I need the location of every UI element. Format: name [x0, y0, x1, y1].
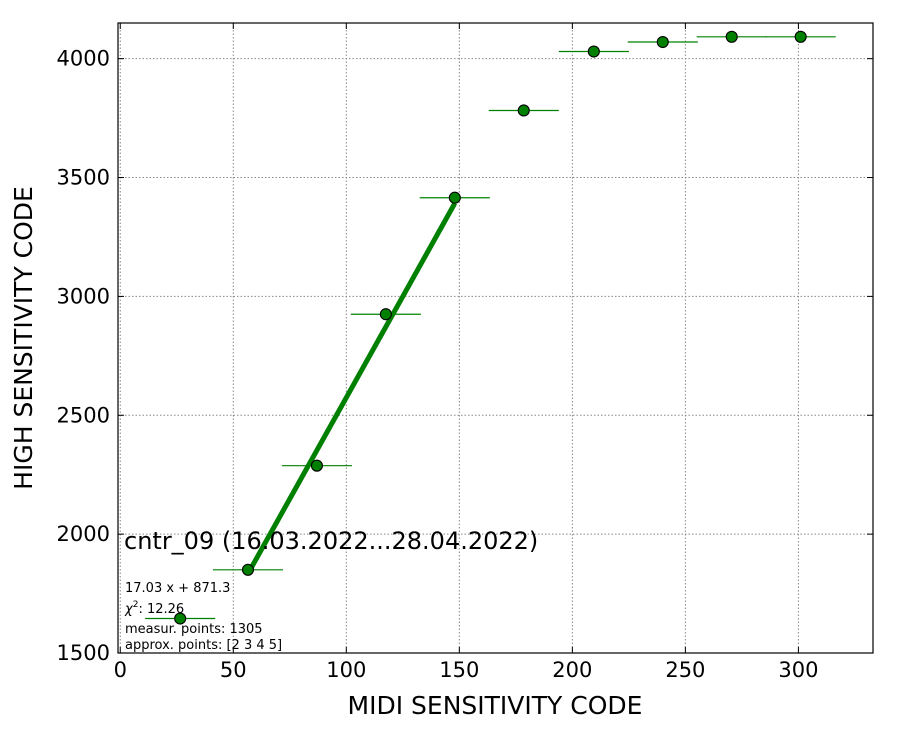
data-point [656, 35, 669, 49]
y-tick-label: 2000 [57, 522, 110, 546]
y-tick-label: 3000 [57, 284, 110, 308]
data-point [174, 612, 187, 625]
y-tick-labels: 1500 2000 2500 3000 3500 4000 [57, 47, 110, 665]
data-point [310, 459, 323, 472]
y-tick-label: 2500 [57, 403, 110, 427]
y-tick-label: 3500 [57, 166, 110, 190]
fit-line [245, 202, 457, 575]
data-point [379, 308, 392, 321]
y-axis-title: HIGH SENSITIVITY CODE [9, 186, 38, 490]
x-tick-label: 150 [439, 658, 479, 682]
y-tick-label: 1500 [57, 641, 110, 665]
data-point [725, 30, 738, 43]
data-point [448, 191, 461, 204]
annotation-equation: 17.03 x + 871.3 [125, 581, 230, 596]
annotation-block: cntr_09 (16.03.2022...28.04.2022) 17.03 … [124, 527, 538, 653]
x-tick-labels: 0 50 100 150 200 250 300 [114, 658, 819, 682]
data-points [174, 30, 807, 625]
x-tick-label: 0 [114, 658, 127, 682]
data-point [794, 30, 807, 43]
x-tick-label: 100 [326, 658, 366, 682]
data-point [241, 563, 255, 576]
ticks [118, 23, 873, 654]
annotation-chi: χ2: 12.26 [124, 600, 184, 617]
annotation-measur-points: measur. points: 1305 [125, 622, 263, 637]
annotation-title: cntr_09 (16.03.2022...28.04.2022) [124, 527, 538, 555]
grid-lines [118, 23, 873, 654]
x-tick-label: 50 [220, 658, 247, 682]
chi-value: : 12.26 [138, 602, 184, 617]
x-axis-title: MIDI SENSITIVITY CODE [348, 691, 643, 720]
data-point [587, 45, 600, 58]
fit-line-group [245, 202, 457, 575]
data-point [517, 104, 530, 117]
plot-frame [117, 22, 874, 654]
y-tick-label: 4000 [57, 47, 110, 71]
chi-symbol: χ [124, 602, 134, 617]
x-tick-label: 200 [552, 658, 592, 682]
annotation-approx-points: approx. points: [2 3 4 5] [125, 638, 282, 653]
chi-superscript: 2 [133, 600, 139, 610]
x-tick-label: 250 [665, 658, 705, 682]
x-tick-label: 300 [778, 658, 818, 682]
